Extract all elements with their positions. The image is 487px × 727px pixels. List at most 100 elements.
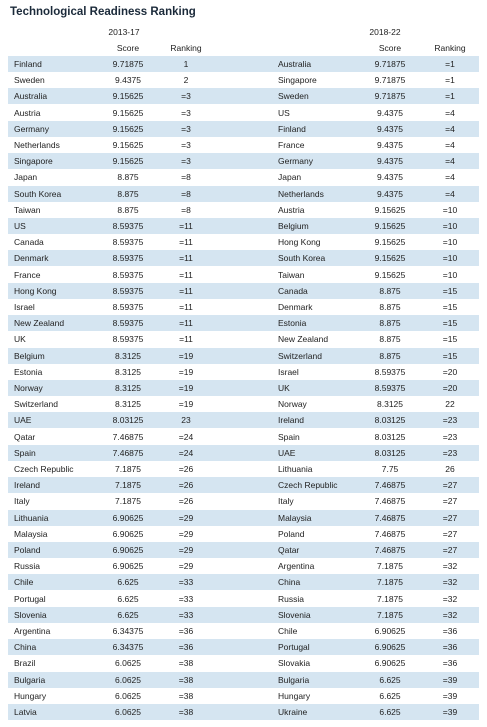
ranking: =19 <box>178 366 194 377</box>
table-row: Germany 9.15625 =3 Finland 9.4375 =4 <box>8 120 479 137</box>
ranking: =19 <box>178 383 194 393</box>
country: Canada <box>14 237 44 248</box>
ranking: =11 <box>179 237 193 248</box>
ranking: =11 <box>179 221 193 231</box>
score: 9.15625 <box>374 253 406 264</box>
country: China <box>14 642 37 653</box>
country: Australia <box>278 59 312 69</box>
ranking: =29 <box>178 545 194 555</box>
score: 7.46875 <box>374 480 406 491</box>
score: 8.59375 <box>112 253 144 264</box>
country: Australia <box>14 91 48 102</box>
score: 6.0625 <box>115 658 141 669</box>
table-row: Italy 7.1875 =26 Italy 7.46875 =27 <box>8 493 479 509</box>
ranking: =29 <box>178 528 194 539</box>
ranking: =23 <box>442 415 458 426</box>
country: Hungary <box>14 690 47 701</box>
score: 8.59375 <box>112 285 144 296</box>
score: 8.59375 <box>112 334 144 345</box>
ranking: =38 <box>178 658 194 669</box>
country: UK <box>14 334 26 345</box>
score: 6.625 <box>117 593 139 604</box>
ranking: =26 <box>178 480 194 491</box>
score: 7.1875 <box>115 480 141 491</box>
score: 9.4375 <box>377 140 403 150</box>
score: 6.0625 <box>115 690 141 701</box>
ranking: =33 <box>178 577 194 588</box>
score: 7.46875 <box>374 528 406 539</box>
country: Sweden <box>14 75 45 86</box>
ranking: =27 <box>442 528 458 539</box>
score: 9.15625 <box>374 204 406 215</box>
table-row: New Zealand 8.59375 =11 Estonia 8.875 =15 <box>8 315 479 332</box>
ranking: =27 <box>442 512 458 523</box>
score: 8.59375 <box>112 318 144 329</box>
ranking: =38 <box>178 707 194 717</box>
country: Denmark <box>14 253 49 264</box>
country: Austria <box>278 204 305 215</box>
score: 7.46875 <box>374 512 406 523</box>
ranking: =15 <box>442 350 458 361</box>
country: Denmark <box>278 302 313 312</box>
ranking: =24 <box>178 447 194 458</box>
country: Chile <box>14 577 34 588</box>
column-header: Score <box>378 43 402 53</box>
score: 8.3125 <box>115 366 141 377</box>
country: Hungary <box>278 690 311 701</box>
country: Norway <box>278 399 307 410</box>
country: UAE <box>14 415 32 426</box>
score: 6.625 <box>117 577 139 588</box>
score: 9.4375 <box>115 75 141 86</box>
ranking: =11 <box>179 302 193 312</box>
country: Argentina <box>278 561 315 572</box>
score: 8.59375 <box>112 269 144 280</box>
country: Canada <box>278 285 308 296</box>
ranking: =36 <box>442 658 458 669</box>
ranking: =19 <box>178 399 194 410</box>
table-row: Finland 9.71875 1 Australia 9.71875 =1 <box>8 56 479 72</box>
ranking: =39 <box>442 707 458 717</box>
score: 8.3125 <box>377 399 403 410</box>
country: Argentina <box>14 626 51 636</box>
ranking: =38 <box>178 690 194 701</box>
table-row: Brazil 6.0625 =38 Slovakia 6.90625 =36 <box>8 655 479 671</box>
country: New Zealand <box>14 318 65 329</box>
score: 9.4375 <box>377 107 403 118</box>
ranking: =38 <box>178 674 194 685</box>
ranking: =23 <box>442 447 458 458</box>
country: Slovakia <box>278 658 311 669</box>
score: 7.46875 <box>112 447 144 458</box>
country: Estonia <box>278 318 307 329</box>
score: 9.4375 <box>377 172 403 183</box>
ranking: =8 <box>181 172 191 183</box>
column-header: Ranking <box>170 43 202 53</box>
table-row: Portugal 6.625 =33 Russia 7.1875 =32 <box>8 591 479 607</box>
table-row: Canada 8.59375 =11 Hong Kong 9.15625 =10 <box>8 234 479 250</box>
country: Taiwan <box>278 269 305 280</box>
ranking: =1 <box>445 59 455 69</box>
table-row: Chile 6.625 =33 China 7.1875 =32 <box>8 574 479 591</box>
country: Hong Kong <box>14 285 57 296</box>
ranking: =11 <box>179 334 193 345</box>
country: Bulgaria <box>278 674 310 685</box>
table-row: Sweden 9.4375 2 Singapore 9.71875 =1 <box>8 72 479 88</box>
score: 8.03125 <box>374 431 406 442</box>
table-row: Spain 7.46875 =24 UAE 8.03125 =23 <box>8 444 479 461</box>
period: 2013-17 <box>108 27 140 37</box>
ranking: =15 <box>442 285 458 296</box>
country: Netherlands <box>14 140 60 150</box>
table-row: Hong Kong 8.59375 =11 Canada 8.875 =15 <box>8 282 479 299</box>
table-row: US 8.59375 =11 Belgium 9.15625 =10 <box>8 218 479 234</box>
ranking: =8 <box>181 204 191 215</box>
ranking: 23 <box>181 415 191 426</box>
score: 8.875 <box>117 188 139 199</box>
ranking: =4 <box>445 172 455 183</box>
table-row: Hungary 6.0625 =38 Hungary 6.625 =39 <box>8 688 479 704</box>
table-row: Lithuania 6.90625 =29 Malaysia 7.46875 =27 <box>8 509 479 526</box>
ranking: =33 <box>178 609 194 620</box>
ranking: =3 <box>181 140 191 150</box>
score: 9.15625 <box>112 140 144 150</box>
column-header: Ranking <box>434 43 466 53</box>
score: 6.34375 <box>112 642 144 653</box>
table-row: Poland 6.90625 =29 Qatar 7.46875 =27 <box>8 542 479 558</box>
